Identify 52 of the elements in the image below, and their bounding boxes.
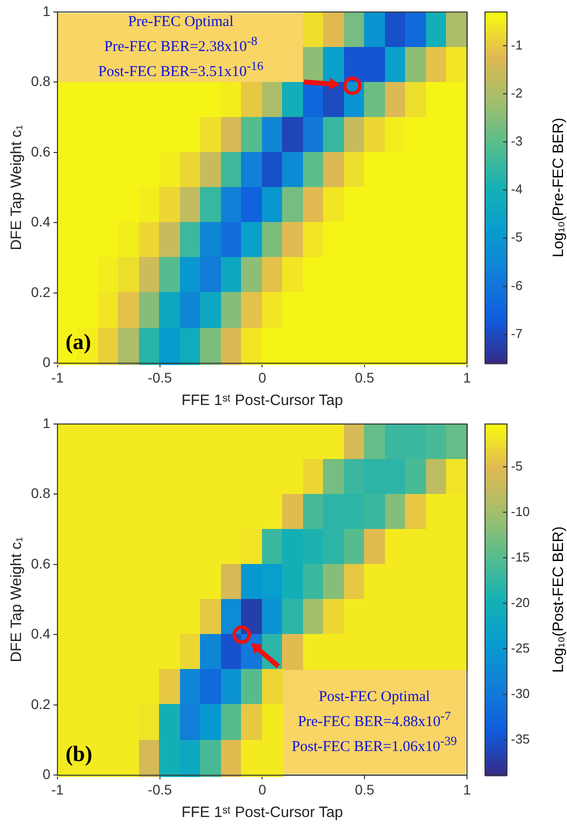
y-tick-label: 0 [42,354,51,370]
color-bar-label: -35 [511,731,530,746]
color-bar-title: Log₁₀(Post-FEC BER) [550,526,567,673]
x-axis-title: FFE 1ˢᵗ Post-Cursor Tap [181,392,343,410]
x-axis-title: FFE 1ˢᵗ Post-Cursor Tap [181,804,343,822]
color-bar-label: -3 [511,133,523,148]
x-tick-label: -0.5 [148,369,172,386]
x-tick-label: 0.5 [354,369,375,386]
annotation: Pre-FEC BER=2.38x10$^{-8}$ [104,34,258,56]
x-tick-label: 0 [258,781,266,798]
y-tick-label: 0.4 [30,214,51,230]
color-bar-label: -20 [511,594,530,610]
color-bar-label: -15 [511,549,530,564]
x-tick-label: 0.5 [354,781,375,798]
y-tick-label: 0.8 [30,485,51,502]
y-tick-label: 0.6 [30,555,51,572]
annotation: Post-FEC BER=3.51x10$^{-16}$ [98,59,264,80]
x-tick-label: -0.5 [148,781,172,798]
color-bar-label: -5 [511,230,523,245]
annotation: Post-FEC Optimal [318,688,430,704]
callout: Pre-FEC Optimal Pre-FEC BER=2.38x10$^{-8}$ Post-FEC BER=3.51x10$^{-16}$ [58,13,304,82]
annotation: Post-FEC BER=1.06x10$^{-39}$ [292,734,457,754]
y-tick-label: 0.6 [30,143,51,160]
color-bar-label: -30 [511,686,530,701]
y-axis-title: DFE Tap Weight c₁ [8,124,26,250]
annotation: (b) [65,741,92,768]
annotation: Pre-FEC Optimal [128,14,234,30]
color-bar-label: -2 [511,85,523,100]
color-bar-label: -6 [511,278,523,293]
color-bar-title: Log₁₀(Pre-FEC BER) [550,118,567,258]
color-bar-label: -25 [511,640,530,656]
x-tick-label: -1 [51,781,64,798]
y-tick-label: 0.2 [30,284,51,300]
x-tick-label: -1 [51,369,64,386]
y-tick-label: 0.8 [30,73,51,90]
x-tick-label: 0 [258,369,266,386]
annotation: Pre-FEC BER=4.88x10$^{-7}$ [298,708,451,730]
color-bar-label: -7 [511,326,523,341]
x-tick-label: 1 [463,781,472,798]
y-axis-title: DFE Tap Weight c₁ [8,536,26,662]
x-tick-label: 1 [463,369,472,386]
color-bar-label: -1 [511,37,523,52]
color-bar-label: -10 [511,504,530,519]
y-tick-label: 0.4 [30,626,51,642]
y-tick-label: 1 [42,2,51,19]
callout: Post-FEC Optimal Pre-FEC BER=4.88x10$^{-7}$ Post-FEC BER=1.06x10$^{-39}$ [282,670,466,774]
y-tick-label: 1 [42,414,51,431]
y-tick-label: 0 [42,766,51,782]
color-bar-label: -5 [511,458,523,474]
y-tick-label: 0.2 [30,696,51,712]
color-bar-label: -4 [511,182,523,197]
annotation: (a) [65,329,92,356]
